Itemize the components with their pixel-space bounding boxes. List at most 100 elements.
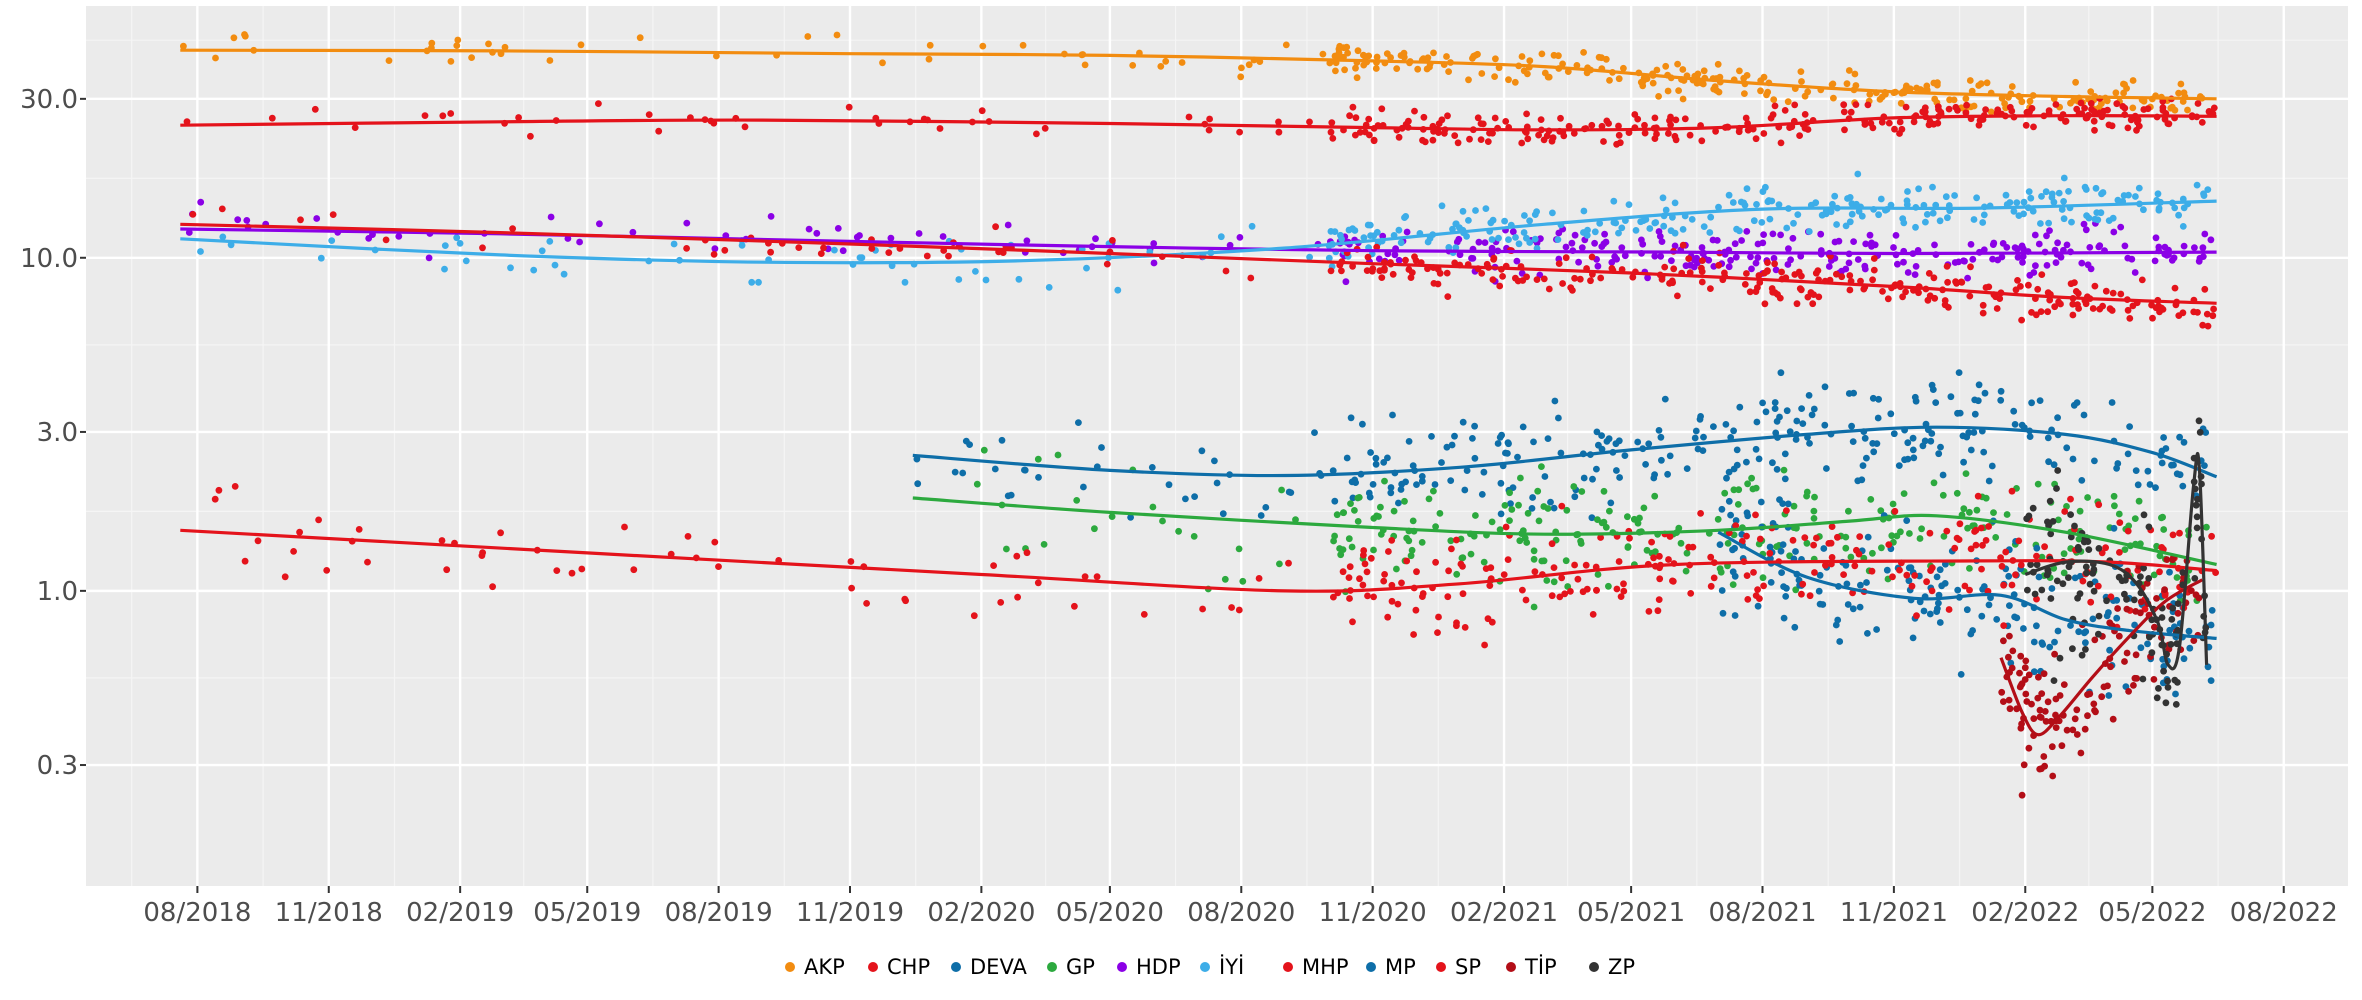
data-point (2084, 712, 2091, 720)
data-point (1360, 551, 1367, 559)
data-point (2041, 543, 2048, 551)
data-point (1081, 61, 1089, 69)
data-point (2150, 676, 2158, 683)
data-point (2055, 298, 2063, 306)
data-point (1401, 214, 1408, 222)
data-point (1843, 80, 1851, 88)
data-point (1103, 260, 1111, 268)
data-point (2025, 512, 2033, 520)
data-point (1488, 518, 1496, 526)
data-point (1922, 218, 1929, 226)
data-point (568, 569, 576, 577)
data-point (1373, 53, 1381, 61)
data-point (1877, 507, 1885, 515)
data-point (1850, 238, 1857, 246)
data-point (1797, 68, 1805, 75)
data-point (1748, 474, 1755, 482)
data-point (1434, 629, 1441, 636)
data-point (1436, 510, 1444, 517)
data-point (1953, 489, 1961, 497)
legend-marker (1436, 962, 1446, 972)
data-point (2020, 625, 2027, 632)
data-point (2122, 576, 2129, 584)
data-point (1563, 506, 1571, 514)
data-point (1925, 270, 1933, 277)
data-point (1349, 103, 1357, 111)
data-point (914, 480, 922, 488)
data-point (945, 252, 952, 260)
data-point (1021, 466, 1028, 474)
data-point (2160, 526, 2168, 533)
data-point (1618, 244, 1626, 252)
data-point (1846, 218, 1854, 226)
data-point (1769, 288, 1777, 296)
data-point (1577, 540, 1585, 547)
data-point (1674, 292, 1681, 300)
data-point (2151, 257, 2159, 265)
data-point (1502, 118, 1510, 125)
data-point (2069, 455, 2077, 463)
data-point (1447, 537, 1455, 545)
x-tick-label: 08/2020 (1187, 898, 1295, 928)
data-point (1506, 517, 1513, 524)
data-point (2145, 575, 2153, 582)
trend-line-İYİ (180, 199, 2217, 265)
data-point (1661, 263, 1669, 271)
data-point (1393, 65, 1401, 72)
data-point (2033, 552, 2040, 560)
data-point (2135, 122, 2143, 130)
data-point (2026, 108, 2033, 116)
data-point (1665, 556, 1672, 563)
data-point (317, 254, 325, 262)
data-point (1615, 75, 1623, 83)
data-point (1451, 432, 1458, 440)
data-point (1977, 524, 1985, 532)
data-point (1236, 128, 1243, 136)
data-point (2003, 511, 2011, 518)
data-point (2140, 206, 2147, 214)
data-point (1732, 522, 1740, 529)
data-point (2014, 277, 2021, 284)
data-point (2126, 423, 2134, 430)
data-point (2210, 305, 2218, 313)
data-point (2047, 530, 2055, 538)
data-point (1571, 231, 1579, 239)
data-point (1828, 81, 1836, 88)
data-point (1071, 602, 1078, 610)
data-point (1610, 219, 1618, 226)
data-point (2175, 211, 2183, 219)
data-point (1682, 567, 1690, 575)
data-point (1856, 533, 1864, 540)
data-point (1461, 486, 1469, 494)
data-point (2132, 467, 2140, 474)
data-point (243, 217, 251, 224)
data-point (1478, 491, 1486, 498)
data-point (1857, 277, 1864, 285)
data-point (1966, 508, 1973, 516)
data-point (2075, 305, 2083, 312)
data-point (1471, 422, 1478, 430)
data-point (645, 111, 653, 118)
data-point (1150, 240, 1158, 247)
data-point (1878, 544, 1885, 552)
legend-label: ZP (1608, 955, 1635, 979)
data-point (1594, 262, 1602, 270)
data-point (1671, 229, 1679, 237)
data-point (2052, 724, 2060, 731)
data-point (2000, 581, 2007, 589)
data-point (1811, 569, 1818, 576)
data-point (1813, 534, 1820, 542)
data-point (1744, 596, 1752, 603)
data-point (655, 127, 663, 135)
data-point (2156, 552, 2164, 560)
data-point (2045, 107, 2053, 115)
data-point (1504, 556, 1512, 563)
data-point (2132, 651, 2140, 659)
data-point (1754, 254, 1762, 261)
data-point (1601, 230, 1608, 238)
data-point (2104, 106, 2111, 114)
data-point (1637, 218, 1645, 226)
data-point (2077, 749, 2085, 757)
data-point (1687, 590, 1695, 597)
data-point (1870, 255, 1878, 262)
